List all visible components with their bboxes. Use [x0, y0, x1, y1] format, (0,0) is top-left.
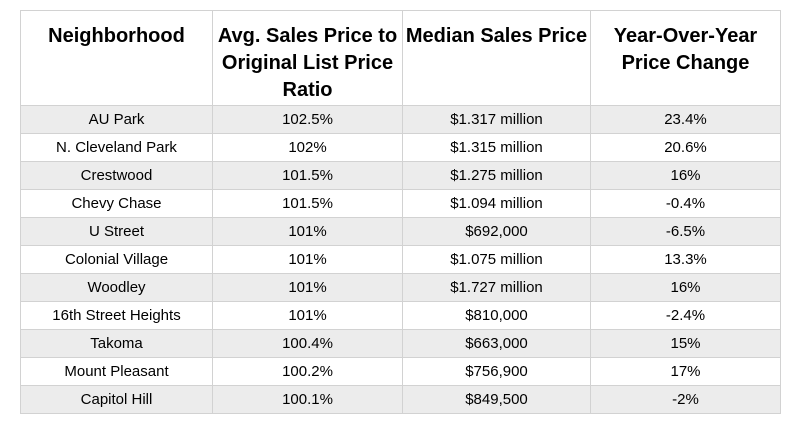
table-row: Crestwood 101.5% $1.275 million 16%: [20, 161, 781, 190]
table-row: Mount Pleasant 100.2% $756,900 17%: [20, 357, 781, 386]
cell-yoy-change: 20.6%: [590, 133, 781, 162]
cell-median-price: $663,000: [402, 329, 591, 358]
cell-yoy-change: 23.4%: [590, 105, 781, 134]
cell-neighborhood: Crestwood: [20, 161, 213, 190]
cell-yoy-change: -6.5%: [590, 217, 781, 246]
cell-price-ratio: 101%: [212, 217, 403, 246]
header-price-ratio: Avg. Sales Price to Original List Price …: [212, 10, 403, 106]
cell-median-price: $849,500: [402, 385, 591, 414]
table-row: Takoma 100.4% $663,000 15%: [20, 329, 781, 358]
cell-yoy-change: 13.3%: [590, 245, 781, 274]
cell-price-ratio: 100.4%: [212, 329, 403, 358]
cell-median-price: $1.275 million: [402, 161, 591, 190]
cell-price-ratio: 102%: [212, 133, 403, 162]
table-row: Woodley 101% $1.727 million 16%: [20, 273, 781, 302]
cell-price-ratio: 102.5%: [212, 105, 403, 134]
cell-yoy-change: -0.4%: [590, 189, 781, 218]
table-row: Colonial Village 101% $1.075 million 13.3%: [20, 245, 781, 274]
cell-median-price: $1.075 million: [402, 245, 591, 274]
cell-neighborhood: Mount Pleasant: [20, 357, 213, 386]
cell-price-ratio: 101%: [212, 301, 403, 330]
header-row: Neighborhood Avg. Sales Price to Origina…: [20, 10, 781, 106]
cell-yoy-change: 17%: [590, 357, 781, 386]
cell-price-ratio: 101%: [212, 245, 403, 274]
cell-neighborhood: U Street: [20, 217, 213, 246]
cell-median-price: $692,000: [402, 217, 591, 246]
cell-neighborhood: AU Park: [20, 105, 213, 134]
cell-yoy-change: 16%: [590, 161, 781, 190]
cell-neighborhood: Chevy Chase: [20, 189, 213, 218]
neighborhood-price-table: Neighborhood Avg. Sales Price to Origina…: [20, 10, 781, 414]
table-row: Capitol Hill 100.1% $849,500 -2%: [20, 385, 781, 414]
cell-median-price: $810,000: [402, 301, 591, 330]
cell-median-price: $1.315 million: [402, 133, 591, 162]
cell-yoy-change: 15%: [590, 329, 781, 358]
cell-neighborhood: Colonial Village: [20, 245, 213, 274]
table-row: Chevy Chase 101.5% $1.094 million -0.4%: [20, 189, 781, 218]
cell-price-ratio: 101.5%: [212, 161, 403, 190]
cell-price-ratio: 100.1%: [212, 385, 403, 414]
table-row: N. Cleveland Park 102% $1.315 million 20.6%: [20, 133, 781, 162]
cell-median-price: $756,900: [402, 357, 591, 386]
cell-yoy-change: -2.4%: [590, 301, 781, 330]
cell-yoy-change: 16%: [590, 273, 781, 302]
table-row: U Street 101% $692,000 -6.5%: [20, 217, 781, 246]
table-row: 16th Street Heights 101% $810,000 -2.4%: [20, 301, 781, 330]
cell-neighborhood: Woodley: [20, 273, 213, 302]
cell-neighborhood: Takoma: [20, 329, 213, 358]
cell-neighborhood: N. Cleveland Park: [20, 133, 213, 162]
cell-neighborhood: Capitol Hill: [20, 385, 213, 414]
cell-median-price: $1.727 million: [402, 273, 591, 302]
header-yoy-change: Year-Over-Year Price Change: [590, 10, 781, 106]
header-neighborhood: Neighborhood: [20, 10, 213, 106]
cell-yoy-change: -2%: [590, 385, 781, 414]
cell-price-ratio: 101.5%: [212, 189, 403, 218]
header-median-price: Median Sales Price: [402, 10, 591, 106]
cell-price-ratio: 100.2%: [212, 357, 403, 386]
cell-median-price: $1.094 million: [402, 189, 591, 218]
cell-median-price: $1.317 million: [402, 105, 591, 134]
table-row: AU Park 102.5% $1.317 million 23.4%: [20, 105, 781, 134]
table-container: Neighborhood Avg. Sales Price to Origina…: [20, 10, 781, 414]
cell-price-ratio: 101%: [212, 273, 403, 302]
cell-neighborhood: 16th Street Heights: [20, 301, 213, 330]
